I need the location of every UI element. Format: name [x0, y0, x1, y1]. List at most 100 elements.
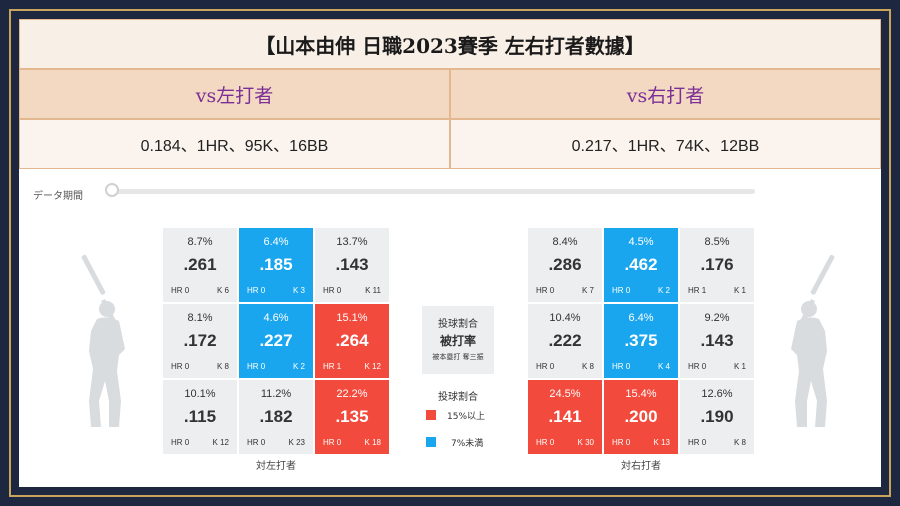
vs-right-header: vs右打者 [450, 69, 881, 119]
zone-avg-text: .135 [335, 407, 369, 426]
zone-k-text: K 1 [733, 286, 746, 295]
zone-pct-text: 8.5% [704, 236, 730, 248]
left-zone-cell: 10.1% .115 HR 0 K 12 [163, 380, 237, 454]
left-zone-cell: 8.7% .261 HR 0 K 6 [163, 228, 237, 302]
zone-avg-text: .286 [548, 255, 582, 274]
zone-hr-text: HR 0 [612, 438, 631, 447]
high-ratio-swatch [426, 410, 436, 420]
zone-k-text: K 30 [577, 438, 594, 447]
zone-hr-text: HR 0 [171, 362, 190, 371]
right-zone-cell: 4.5% .462 HR 0 K 2 [604, 228, 678, 302]
vs-right-summary: 0.217、1HR、74K、12BB [450, 119, 881, 169]
zone-k-text: K 11 [365, 286, 381, 295]
zone-avg-text: .222 [548, 331, 582, 350]
zone-k-text: K 8 [733, 438, 746, 447]
zone-avg-text: .143 [335, 255, 369, 274]
zone-pct-text: 10.1% [184, 388, 216, 400]
legend-hr-k-label: 被本塁打 奪三振 [432, 353, 484, 361]
right-zone-cell: 15.4% .200 HR 0 K 13 [604, 380, 678, 454]
zone-pct-text: 9.2% [704, 312, 730, 324]
data-period-slider-handle[interactable] [105, 183, 119, 197]
zone-avg-text: .375 [624, 331, 658, 350]
data-period-label: データ期間 [33, 191, 83, 202]
batter-side-header-row: vs左打者 vs右打者 [19, 69, 881, 119]
left-zone-cell: 11.2% .182 HR 0 K 23 [239, 380, 313, 454]
content-card: 【山本由伸 日職2023賽季 左右打者數據】 vs左打者 vs右打者 0.184… [19, 19, 881, 487]
zone-hr-text: HR 0 [247, 362, 266, 371]
right-zone-cell: 12.6% .190 HR 0 K 8 [680, 380, 754, 454]
zone-pct-text: 15.1% [336, 312, 368, 324]
left-zone-cell: 8.1% .172 HR 0 K 8 [163, 304, 237, 378]
zone-k-text: K 2 [292, 362, 305, 371]
zone-k-text: K 4 [657, 362, 670, 371]
low-ratio-swatch [426, 437, 436, 447]
right-batter-silhouette-icon [791, 254, 835, 427]
left-zone-cell: 4.6% .227 HR 0 K 2 [239, 304, 313, 378]
zone-avg-text: .172 [183, 331, 217, 350]
vs-left-zone-grid: 8.7% .261 HR 0 K 6 6.4% .185 HR 0 K 3 13.7% .143 H… [163, 228, 389, 454]
zone-pct-text: 6.4% [263, 236, 289, 248]
summary-row: 0.184、1HR、95K、16BB 0.217、1HR、74K、12BB [19, 119, 881, 169]
zone-hr-text: HR 1 [323, 362, 342, 371]
vs-left-header: vs左打者 [19, 69, 450, 119]
zone-pct-text: 8.1% [187, 312, 213, 324]
low-ratio-label: 7%未満 [451, 439, 484, 449]
zone-legend-box: 投球割合 被打率 被本塁打 奪三振 [422, 306, 494, 374]
left-zone-cell: 6.4% .185 HR 0 K 3 [239, 228, 313, 302]
zone-k-text: K 6 [216, 286, 229, 295]
zone-hr-text: HR 0 [247, 286, 266, 295]
zone-pct-text: 4.6% [263, 312, 289, 324]
vs-right-grid-caption: 対右打者 [621, 461, 661, 472]
zone-avg-text: .143 [700, 331, 734, 350]
data-period-slider-track[interactable] [111, 189, 755, 194]
vs-right-zone-grid: 8.4% .286 HR 0 K 7 4.5% .462 HR 0 K 2 8.5% .176 HR… [528, 228, 754, 454]
zone-pct-text: 8.7% [187, 236, 213, 248]
legend-batting-avg-label: 被打率 [439, 334, 476, 348]
zone-hr-text: HR 1 [688, 286, 707, 295]
left-zone-cell: 22.2% .135 HR 0 K 18 [315, 380, 389, 454]
zone-avg-text: .462 [624, 255, 658, 274]
zone-hr-text: HR 0 [612, 286, 631, 295]
zone-pct-text: 22.2% [336, 388, 368, 400]
zone-hr-text: HR 0 [536, 438, 555, 447]
zone-avg-text: .261 [183, 255, 217, 274]
zone-hr-text: HR 0 [171, 286, 190, 295]
zone-hr-text: HR 0 [688, 362, 707, 371]
zone-k-text: K 7 [581, 286, 594, 295]
zone-pct-text: 12.6% [701, 388, 733, 400]
zone-avg-text: .190 [700, 407, 734, 426]
right-zone-cell: 9.2% .143 HR 0 K 1 [680, 304, 754, 378]
frame-top-line [9, 9, 891, 11]
zone-avg-text: .115 [183, 407, 217, 426]
zone-avg-text: .176 [700, 255, 734, 274]
right-zone-cell: 8.4% .286 HR 0 K 7 [528, 228, 602, 302]
zone-k-text: K 12 [212, 438, 229, 447]
zone-pct-text: 6.4% [628, 312, 654, 324]
zone-pct-text: 24.5% [549, 388, 581, 400]
zone-pct-text: 8.4% [552, 236, 578, 248]
right-zone-cell: 10.4% .222 HR 0 K 8 [528, 304, 602, 378]
zone-avg-text: .182 [259, 407, 293, 426]
zone-k-text: K 18 [364, 438, 381, 447]
zone-k-text: K 8 [216, 362, 229, 371]
right-zone-cell: 6.4% .375 HR 0 K 4 [604, 304, 678, 378]
color-legend-title: 投球割合 [438, 392, 478, 403]
zone-hr-text: HR 0 [247, 438, 266, 447]
zone-avg-text: .200 [624, 407, 658, 426]
right-zone-cell: 8.5% .176 HR 1 K 1 [680, 228, 754, 302]
zone-pct-text: 4.5% [628, 236, 654, 248]
zone-pct-text: 15.4% [625, 388, 657, 400]
zone-hr-text: HR 0 [612, 362, 631, 371]
frame-bottom-line [9, 495, 891, 497]
zone-avg-text: .227 [259, 331, 293, 350]
high-ratio-label: 15%以上 [447, 412, 486, 422]
zone-pct-text: 10.4% [549, 312, 581, 324]
frame-right-line [889, 9, 891, 497]
page-title: 【山本由伸 日職2023賽季 左右打者數據】 [19, 19, 881, 69]
frame-left-line [9, 9, 11, 497]
zone-k-text: K 2 [657, 286, 670, 295]
left-batter-silhouette-icon [81, 254, 125, 427]
zone-k-text: K 12 [364, 362, 381, 371]
right-zone-cell: 24.5% .141 HR 0 K 30 [528, 380, 602, 454]
zone-hr-text: HR 0 [536, 286, 555, 295]
